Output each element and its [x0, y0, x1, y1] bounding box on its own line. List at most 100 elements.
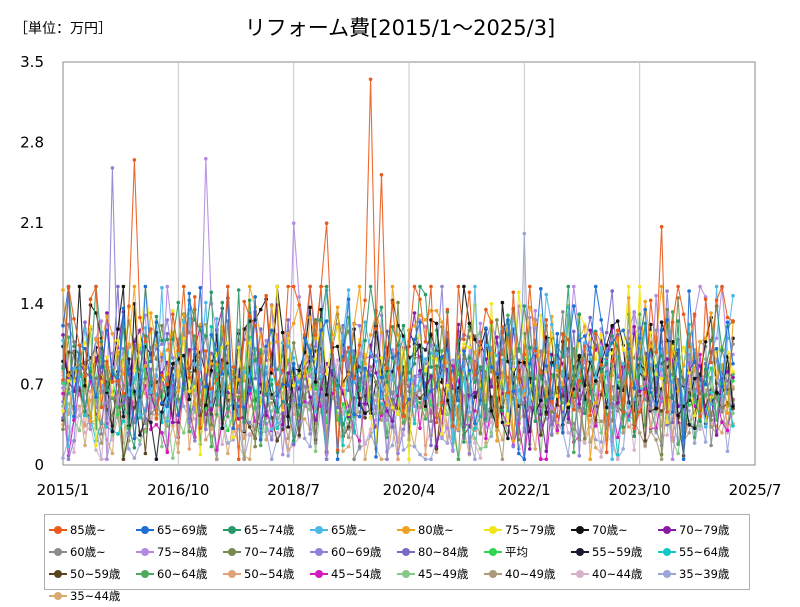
data-point	[291, 356, 296, 360]
legend-label: 70~74歳	[244, 545, 295, 559]
data-point	[539, 433, 543, 437]
data-point	[489, 365, 494, 369]
data-point	[368, 367, 373, 372]
data-point	[648, 406, 653, 411]
data-point	[720, 410, 724, 414]
data-point	[593, 331, 598, 336]
data-point	[572, 329, 576, 334]
data-point	[462, 337, 466, 342]
data-point	[473, 380, 477, 384]
data-point	[110, 437, 115, 442]
data-point	[440, 374, 444, 379]
data-point	[88, 375, 93, 380]
data-point	[83, 341, 87, 345]
data-point	[703, 336, 708, 341]
data-point	[286, 447, 291, 451]
data-point	[566, 431, 571, 435]
data-point	[242, 405, 246, 410]
data-point	[154, 422, 159, 427]
data-point	[226, 364, 230, 368]
data-point	[242, 420, 246, 425]
data-point	[522, 352, 527, 357]
data-point	[643, 299, 647, 304]
data-point	[127, 372, 131, 376]
data-point	[226, 341, 230, 345]
data-point	[588, 413, 592, 418]
data-point	[226, 428, 230, 433]
data-point	[418, 379, 422, 383]
data-point	[429, 419, 433, 424]
x-tick-label: 2020/4	[383, 481, 436, 499]
data-point	[506, 318, 510, 322]
data-point	[143, 313, 148, 318]
data-point	[604, 330, 609, 335]
data-point	[434, 351, 439, 356]
data-point	[226, 284, 230, 289]
data-point	[423, 457, 428, 462]
data-point	[127, 426, 131, 431]
data-point	[654, 437, 658, 442]
legend-label: 35~39歳	[679, 567, 730, 581]
data-point	[572, 346, 576, 351]
data-point	[720, 394, 724, 398]
data-point	[561, 394, 565, 398]
data-point	[692, 393, 697, 397]
data-point	[593, 418, 598, 422]
data-point	[731, 375, 735, 380]
data-point	[313, 380, 318, 384]
legend-marker-icon	[310, 525, 328, 535]
data-point	[83, 346, 87, 351]
legend-item: 40~49歳	[484, 563, 571, 585]
data-point	[88, 419, 93, 424]
data-point	[423, 368, 428, 373]
data-point	[280, 382, 285, 387]
legend-item: 35~44歳	[49, 585, 136, 607]
data-point	[182, 431, 186, 435]
data-point	[423, 396, 428, 401]
data-point	[127, 304, 131, 308]
data-point	[456, 322, 461, 327]
x-tick-label: 2015/1	[37, 481, 90, 499]
data-point	[725, 320, 730, 325]
data-point	[319, 387, 323, 391]
data-point	[215, 457, 219, 462]
data-point	[116, 402, 120, 406]
legend-marker-icon	[136, 525, 154, 535]
data-point	[709, 338, 713, 343]
data-point	[714, 336, 719, 341]
data-point	[418, 426, 422, 431]
data-point	[204, 403, 208, 407]
data-point	[297, 303, 302, 307]
data-point	[280, 330, 285, 335]
data-point	[220, 442, 225, 447]
legend-marker-icon	[223, 525, 241, 535]
data-point	[676, 296, 680, 300]
data-point	[286, 344, 291, 349]
data-point	[500, 360, 505, 365]
data-point	[495, 372, 499, 376]
data-point	[88, 389, 93, 394]
data-point	[215, 403, 219, 407]
data-point	[363, 411, 367, 416]
data-point	[215, 363, 219, 367]
data-point	[593, 284, 598, 289]
data-point	[390, 300, 395, 305]
data-point	[615, 457, 620, 462]
data-point	[198, 285, 203, 290]
data-point	[357, 388, 362, 393]
data-point	[489, 302, 494, 306]
data-point	[456, 427, 461, 432]
data-point	[61, 456, 65, 460]
data-point	[275, 420, 280, 425]
data-point	[528, 361, 532, 366]
data-point	[659, 284, 664, 289]
data-point	[407, 457, 411, 462]
data-point	[665, 357, 669, 361]
data-point	[154, 417, 159, 421]
data-point	[99, 457, 104, 462]
data-point	[253, 323, 257, 328]
data-point	[198, 452, 203, 457]
data-point	[473, 457, 477, 462]
data-point	[626, 409, 631, 413]
data-point	[555, 428, 560, 433]
